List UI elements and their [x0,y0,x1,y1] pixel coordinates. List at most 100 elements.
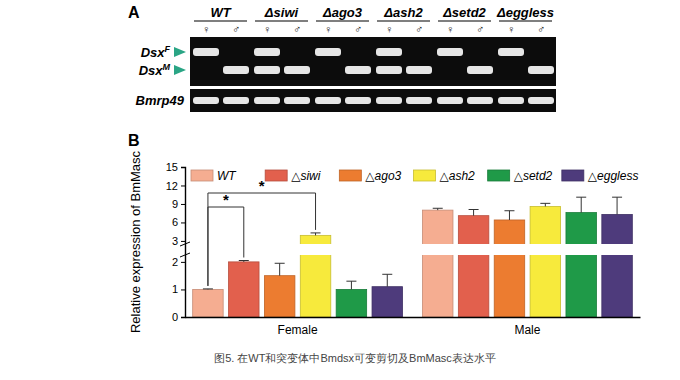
y-tick: 9 [172,198,185,210]
sex-symbol: ♀ [507,23,515,35]
panel-label: B [128,132,140,149]
error-line [473,210,474,216]
legend-label: △setd2 [514,169,553,183]
gel-group-underline [316,20,369,21]
y-tick: 0 [172,311,185,323]
tick-label: 15 [166,161,178,173]
error-cap [540,203,550,204]
plot-area [185,197,640,317]
error-cap [576,197,586,198]
error-cap [382,274,392,275]
sex-symbol: ♀ [385,23,393,35]
x-tick: Male [514,317,540,337]
significance-bracket [208,207,244,286]
tick-mark [181,317,185,318]
gel-group-label: Δsiwi [264,5,299,20]
legend-label: △ago3 [365,169,401,183]
significance-label: * [259,177,265,194]
gel-group-label: Δsetd2 [442,5,486,20]
sex-symbol: ♂ [415,23,423,35]
gel-band [223,66,249,74]
y-tick: 12 [166,180,185,192]
error-bar [576,197,586,212]
band-arrow [174,47,186,57]
error-cap [612,197,622,198]
gel-band-control [345,97,371,104]
tick-label: 9 [172,198,178,210]
error-bar [311,233,321,235]
error-bar [540,203,550,206]
bar [336,289,366,317]
tick-label: 2 [172,256,178,268]
error-bar [346,281,356,289]
band-sup: M [163,62,171,72]
sex-symbol: ♀ [324,23,332,35]
bar [458,216,488,317]
band-label: DsxF [141,44,171,60]
gel-band-control [467,97,493,104]
error-cap [275,263,285,264]
gel-group-underline [377,20,430,21]
gel-band [437,48,463,56]
error-line [387,274,388,286]
band-arrow [174,65,186,75]
tick-label: 12 [166,180,178,192]
sex-symbol: ♂ [293,23,301,35]
axis-break-mark [180,253,190,257]
error-cap [433,208,443,209]
tick-label: 0 [172,311,178,323]
gel-group-label: Δago3 [322,5,363,20]
bracket-line [208,207,244,286]
bar [422,210,452,317]
band-sup: F [165,44,171,54]
sex-symbol: ♀ [202,23,210,35]
bar [193,289,223,317]
bar [530,206,560,317]
y-tick: 2 [172,256,185,268]
tick-mark [181,241,185,242]
legend-swatch [265,170,287,181]
gel-dsx [190,37,556,86]
bar [264,276,294,317]
tick-label: 6 [172,216,178,228]
legend-swatch [562,170,584,181]
error-line [617,197,618,214]
sex-symbol: ♂ [232,23,240,35]
error-bar [504,211,514,220]
error-bar [275,263,285,275]
y-axis-title: Relative expression of BmMasc [128,150,143,333]
legend-swatch [339,170,361,181]
error-line [279,263,280,275]
gel-band-control [193,97,219,104]
gel-band [254,48,280,56]
legend-swatch [488,170,510,181]
legend-label: △siwi [291,169,321,183]
sex-symbol: ♂ [354,23,362,35]
panel-label: A [128,4,140,21]
tick-mark [181,262,185,263]
error-bar [382,274,392,286]
error-cap [239,260,249,261]
tick-label: 3 [172,235,178,247]
gel-group-label: Δash2 [383,5,423,20]
significance-label: * [223,191,229,208]
error-bar [469,210,479,216]
gel-band [315,48,341,56]
gel-band-control [528,97,554,104]
sex-symbol: ♀ [263,23,271,35]
significance-bracket [208,193,316,286]
error-cap [504,210,514,211]
gel-band [528,66,554,74]
tick-mark [181,222,185,223]
error-cap [311,232,321,233]
error-line [581,197,582,212]
gel-band-control [406,97,432,104]
gel-band-control [498,97,524,104]
y-tick: 6 [172,216,185,228]
gel-band-control [284,97,310,104]
legend-label: WT [217,169,237,183]
gel-group-label: Δeggless [496,5,554,20]
error-line [351,281,352,289]
tick-mark [181,204,185,205]
x-axis: FemaleMale [186,317,641,337]
